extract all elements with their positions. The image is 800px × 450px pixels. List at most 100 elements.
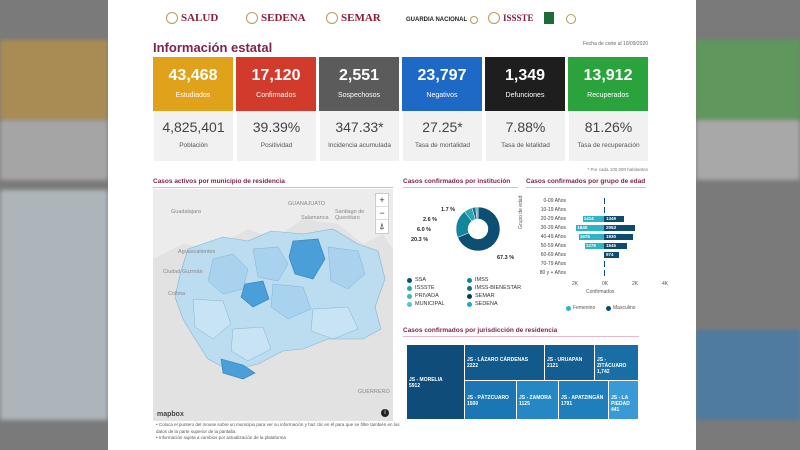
semar-logo: SEMAR [326, 12, 381, 24]
legend-item[interactable]: SEDENA [467, 301, 498, 307]
age-row: 20-29 Años 1414 1349 [526, 215, 646, 223]
legend-item[interactable]: IMSS-BIENESTAR [467, 285, 521, 291]
bar-femenino[interactable] [582, 216, 604, 222]
donut-slice[interactable] [457, 206, 501, 252]
jurisdiction-treemap[interactable]: JS - MORELIA 5912 JS - LÁZARO CÁRDENAS 2222… [407, 345, 639, 420]
stat-secondary-value: 39.39% [252, 119, 301, 135]
map-label-guanajuato: GUANAJUATO [288, 201, 326, 207]
legend-dot [467, 293, 472, 299]
treemap-cell-name: JS - PÁTZCUARO [467, 394, 509, 401]
municipality-map[interactable]: Guadalajara GUANAJUATO Salamanca Santiag… [153, 189, 393, 421]
stat-card-header: 17,120 Confirmados [236, 57, 316, 111]
stat-card-header: 2,551 Sospechosos [319, 57, 399, 111]
treemap-cell-name: JS - ZAMORA [519, 394, 552, 401]
treemap-cell-name: JS - LA PIEDAD [611, 394, 630, 407]
treemap-cell-value: 1125 [519, 400, 530, 407]
age-category-label: 30-39 Años [540, 225, 566, 231]
stat-label: Recuperados [587, 92, 629, 99]
age-row: 60-69 Años 974 [526, 251, 646, 259]
age-row: 70-79 Años [526, 260, 646, 268]
bar-masculino[interactable] [604, 198, 605, 204]
institution-donut-chart[interactable]: 1.7 % 2.6 % 6.0 % 20.3 % 67.3 % [403, 189, 523, 274]
pct-label: 1.7 % [441, 207, 456, 213]
map-label-colima: Colima [168, 291, 186, 297]
age-category-label: 70-79 Años [540, 261, 566, 267]
bar-masculino[interactable] [604, 234, 633, 240]
legend-item[interactable]: MUNICIPAL [407, 301, 445, 307]
stat-card-footer: 347.33* Incidencia acumulada [319, 111, 399, 161]
stat-card[interactable]: 13,912 Recuperados 81.26% Tasa de recuperac… [568, 57, 648, 161]
treemap-cell[interactable]: JS - ZAMORA 1125 [517, 381, 558, 419]
secretaria-logo [566, 14, 576, 24]
zoom-out-button[interactable]: − [376, 207, 388, 220]
bar-masculino[interactable] [604, 252, 619, 258]
map-section-title: Casos activos por municipio de residenci… [153, 178, 393, 188]
legend-item[interactable]: IMSS [467, 277, 488, 283]
sedena-logo: SEDENA [246, 12, 306, 24]
stat-card[interactable]: 23,797 Negativos 27.25* Tasa de mortalidad [402, 57, 482, 161]
legend-item[interactable]: ISSSTE [407, 285, 435, 291]
pct-label: 2.6 % [423, 217, 438, 223]
age-category-label: 20-29 Años [540, 216, 566, 222]
stat-card[interactable]: 43,468 Estudiados 4,825,401 Población [153, 57, 233, 161]
bar-masculino[interactable] [604, 243, 628, 249]
stat-secondary-label: Población [179, 142, 208, 149]
map-label-salamanca: Salamanca [301, 215, 329, 221]
zoom-in-button[interactable]: + [376, 194, 388, 207]
bar-masculino[interactable] [604, 207, 605, 213]
bar-masculino[interactable] [604, 216, 625, 222]
stat-card-header: 23,797 Negativos [402, 57, 482, 111]
age-xlabel: Confirmados [586, 289, 615, 295]
map-zoom-control: + − ⍋ [375, 193, 389, 234]
treemap-cell[interactable]: JS - LA PIEDAD 441 [609, 381, 638, 419]
stat-card[interactable]: 2,551 Sospechosos 347.33* Incidencia acumul… [319, 57, 399, 161]
legend-dot [407, 293, 412, 299]
map-label-guadalajara: Guadalajara [171, 209, 201, 215]
age-ylabel: Grupo de edad [518, 195, 524, 229]
imss-logo [544, 12, 554, 24]
donut-slice[interactable] [475, 206, 479, 220]
map-canvas [153, 219, 393, 421]
stat-label: Sospechosos [337, 92, 381, 99]
treemap-cell-name: JS - ZITÁCUARO [597, 357, 627, 369]
bar-masculino[interactable] [604, 225, 635, 231]
map-label-guerrero: GUERRERO [358, 389, 390, 395]
bar-masculino[interactable] [604, 261, 605, 267]
treemap-cell-name: JS - URUAPAN [547, 357, 583, 363]
treemap-cell[interactable]: JS - PÁTZCUARO 1500 [465, 381, 516, 419]
bar-masculino[interactable] [604, 270, 605, 276]
legend-item[interactable]: SSA [407, 277, 426, 283]
mapbox-attribution[interactable]: mapbox [157, 411, 184, 418]
treemap-cell-value: 2121 [547, 363, 559, 369]
treemap-cell[interactable]: JS - LÁZARO CÁRDENAS 2222 [465, 345, 544, 380]
treemap-cell[interactable]: JS - MORELIA 5912 [407, 345, 464, 419]
stat-label: Estudiados [175, 92, 211, 99]
bar-femenino[interactable] [576, 225, 604, 231]
stat-card[interactable]: 1,349 Defunciones 7.88% Tasa de letalidad [485, 57, 565, 161]
legend-dot [467, 301, 472, 307]
treemap-cell[interactable]: JS - URUAPAN 2121 [545, 345, 594, 380]
treemap-cell[interactable]: JS - ZITÁCUARO 1,742 [595, 345, 638, 380]
stat-value: 43,468 [168, 67, 218, 84]
treemap-cell[interactable]: JS - APATZINGÁN 1791 [559, 381, 608, 419]
age-row: 30-39 Años 1840 2053 [526, 224, 646, 232]
stat-card[interactable]: 17,120 Confirmados 39.39% Positividad [236, 57, 316, 161]
age-category-label: 60-69 Años [540, 252, 566, 258]
x-tick-label: 2K [572, 281, 579, 287]
compass-button[interactable]: ⍋ [379, 221, 385, 231]
stat-value: 2,551 [338, 67, 380, 84]
age-category-label: 10-19 Años [540, 207, 566, 213]
legend-label: IMSS [475, 277, 489, 283]
legend-item[interactable]: PRIVADA [407, 293, 439, 299]
guardia-nacional-logo: GUARDIA NACIONAL [406, 16, 479, 24]
treemap-cell-name: JS - LÁZARO CÁRDENAS [467, 357, 529, 363]
treemap-cell-value: 1791 [561, 400, 573, 407]
bar-femenino[interactable] [578, 234, 604, 240]
info-icon[interactable]: i [381, 409, 389, 417]
legend-masculino: Masculino [606, 305, 636, 311]
treemap-cell-name: JS - MORELIA [409, 376, 443, 383]
age-group-chart[interactable]: Grupo de edad Confirmados Femenino Mascu… [518, 189, 668, 314]
bar-femenino[interactable] [584, 243, 604, 249]
treemap-cell-value: 5912 [409, 382, 421, 389]
legend-item[interactable]: SEMAR [467, 293, 495, 299]
